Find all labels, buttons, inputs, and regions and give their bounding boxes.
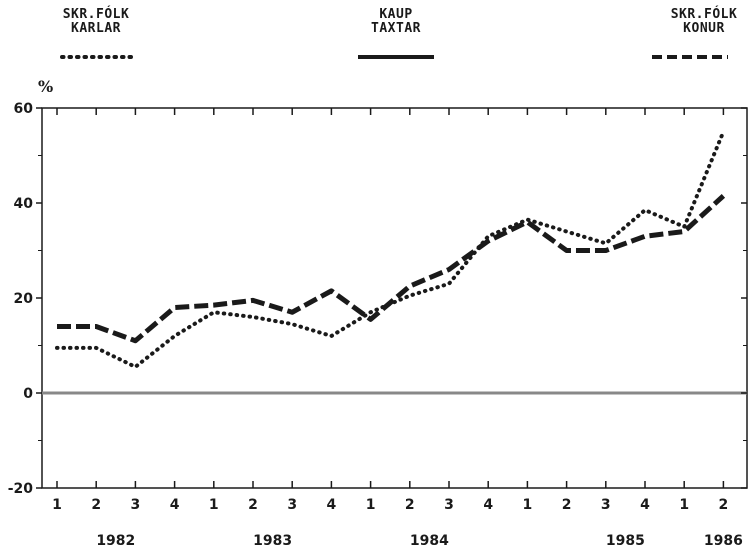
x-tick-label: 2 <box>719 497 729 513</box>
x-tick-label: 2 <box>405 497 415 513</box>
y-axis: 60 40 20 0 -20 <box>8 101 747 497</box>
series-line-dashed <box>57 194 726 344</box>
legend-label-konur-line1: SKR.FÓLK <box>671 6 738 22</box>
x-axis-years: 1982 1983 1984 1985 1986 <box>96 533 743 549</box>
x-tick-label: 3 <box>131 497 141 513</box>
x-tick-label: 4 <box>483 497 493 513</box>
y-tick-label: 40 <box>14 196 34 212</box>
legend-label-kaup-line2: TAXTAR <box>371 21 421 36</box>
legend-item-kaup-taxtar: KAUP TAXTAR <box>358 7 434 59</box>
y-tick-label: -20 <box>8 481 34 497</box>
y-axis-label: % <box>38 77 53 96</box>
x-tick-label: 1 <box>679 497 689 513</box>
legend-label-konur-line2: KONUR <box>683 21 725 36</box>
year-label: 1982 <box>96 533 135 549</box>
x-tick-label: 2 <box>91 497 101 513</box>
x-tick-label: 3 <box>444 497 454 513</box>
series-lines <box>55 129 726 369</box>
y-tick-label: 20 <box>14 291 34 307</box>
x-tick-label: 1 <box>366 497 376 513</box>
plot-frame <box>41 107 748 489</box>
x-tick-label: 2 <box>562 497 572 513</box>
legend: SKR.FÓLK KARLAR KAUP TAXTAR SKR.FÓLK KON… <box>60 6 738 59</box>
legend-item-konur: SKR.FÓLK KONUR <box>652 6 738 59</box>
x-tick-label: 3 <box>601 497 611 513</box>
x-tick-label: 4 <box>327 497 337 513</box>
x-tick-label: 4 <box>170 497 180 513</box>
year-label: 1983 <box>253 533 292 549</box>
y-tick-label: 60 <box>14 101 34 117</box>
legend-label-karlar-line2: KARLAR <box>71 21 121 36</box>
legend-label-karlar-line1: SKR.FÓLK <box>63 6 130 22</box>
y-tick-label: 0 <box>23 386 33 402</box>
x-tick-label: 4 <box>640 497 650 513</box>
year-label: 1985 <box>606 533 645 549</box>
year-label: 1984 <box>410 533 449 549</box>
year-label: 1986 <box>704 533 743 549</box>
x-tick-label: 3 <box>287 497 297 513</box>
legend-item-karlar: SKR.FÓLK KARLAR <box>60 6 134 59</box>
x-tick-label: 2 <box>248 497 258 513</box>
legend-label-kaup-line1: KAUP <box>379 7 412 22</box>
x-axis: 1 2 3 4 1 2 3 4 1 2 3 4 1 2 3 4 1 2 <box>52 108 728 513</box>
x-tick-label: 1 <box>209 497 219 513</box>
x-tick-label: 1 <box>52 497 62 513</box>
series-line-dotted <box>55 129 726 369</box>
x-tick-label: 1 <box>523 497 533 513</box>
